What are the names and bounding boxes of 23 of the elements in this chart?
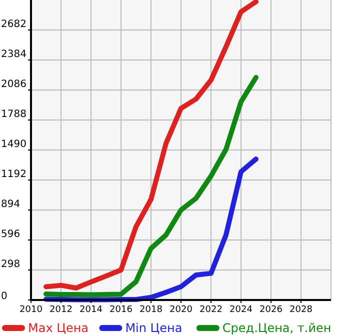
legend-label: Min Цена — [125, 321, 182, 335]
x-tick-label: 2020 — [170, 305, 193, 315]
x-tick-label: 2014 — [80, 305, 103, 315]
y-tick-label: 2086 — [1, 79, 26, 90]
x-tick-label: 2028 — [290, 305, 313, 315]
y-tick-label: 1788 — [1, 109, 26, 120]
y-tick-label: 596 — [1, 229, 20, 240]
y-tick-label: 0 — [1, 291, 8, 302]
y-tick-label: 298 — [1, 259, 20, 270]
x-tick-label: 2018 — [140, 305, 163, 315]
x-tick-label: 2024 — [230, 305, 253, 315]
y-tick-label: 2384 — [1, 49, 26, 60]
x-tick-label: 2012 — [50, 305, 72, 315]
legend-label: Max Цена — [28, 321, 89, 335]
y-tick-label: 1490 — [1, 139, 26, 150]
x-tick-label: 2026 — [260, 305, 283, 315]
y-tick-label: 1192 — [1, 169, 26, 180]
x-tick-label: 2022 — [200, 305, 222, 315]
x-tick-label: 2016 — [110, 305, 133, 315]
legend-label: Сред.Цена, т.йен — [222, 321, 332, 335]
y-tick-label: 894 — [1, 199, 20, 210]
y-tick-label: 2682 — [1, 19, 26, 30]
x-tick-label: 2010 — [20, 305, 43, 315]
